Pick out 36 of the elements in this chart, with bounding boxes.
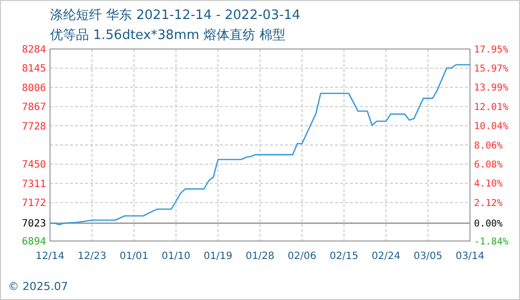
y-tick-label: 7450 xyxy=(22,160,46,171)
x-tick-label: 02/06 xyxy=(288,251,316,262)
y-tick-label: 8284 xyxy=(22,44,46,56)
x-tick-label: 12/14 xyxy=(36,251,64,262)
y2-tick-label: 0.00% xyxy=(474,218,503,230)
y-tick-label: 7172 xyxy=(22,198,46,210)
y-tick-label: 6894 xyxy=(22,236,46,248)
chart-title: 涤纶短纤 华东 2021-12-14 - 2022-03-14 xyxy=(50,8,300,23)
x-tick-label: 01/01 xyxy=(120,251,148,262)
chart-subtitle: 优等品 1.56dtex*38mm 熔体直纺 棉型 xyxy=(50,28,286,43)
y2-tick-label: 12.01% xyxy=(474,102,509,113)
y2-tick-label: 6.08% xyxy=(474,159,503,170)
y2-tick-label: 17.95% xyxy=(474,44,509,56)
y-tick-label: 7867 xyxy=(22,102,46,114)
x-tick-label: 02/24 xyxy=(372,251,400,262)
x-tick-label: 01/10 xyxy=(162,251,190,262)
y2-tick-label: 2.12% xyxy=(474,198,503,209)
y-tick-label: 8145 xyxy=(22,64,46,75)
y2-tick-label: 8.06% xyxy=(474,140,503,152)
y2-tick-label: 10.04% xyxy=(474,121,509,132)
x-tick-label: 01/19 xyxy=(204,251,232,262)
y2-tick-label: 13.99% xyxy=(474,82,509,94)
x-tick-label: 03/14 xyxy=(456,251,484,262)
text: © 2025.07 xyxy=(8,280,68,293)
x-tick-label: 02/15 xyxy=(330,251,358,262)
y-tick-label: 7728 xyxy=(22,121,46,132)
y2-tick-label: 15.97% xyxy=(474,64,509,75)
y-tick-label: 7311 xyxy=(22,178,46,190)
x-tick-label: 12/23 xyxy=(78,251,106,262)
y2-tick-label: 4.10% xyxy=(474,178,503,190)
y2-tick-label: -1.84% xyxy=(474,236,509,248)
line-series xyxy=(49,64,471,226)
x-tick-label: 03/05 xyxy=(414,251,442,262)
x-tick-label: 01/28 xyxy=(246,251,274,262)
y-tick-label: 7023 xyxy=(22,218,46,230)
y-tick-label: 8006 xyxy=(22,82,46,94)
